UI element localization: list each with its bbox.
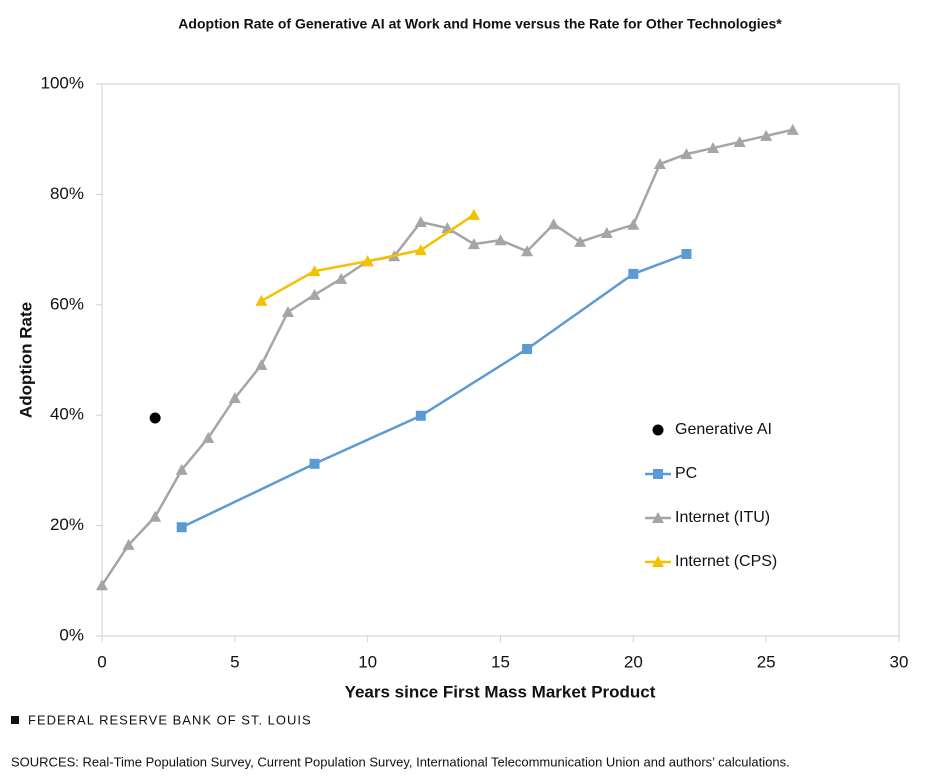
x-tick-label: 10 — [358, 652, 377, 671]
x-tick-label: 0 — [97, 652, 106, 671]
data-point — [521, 245, 534, 257]
logo-square — [11, 716, 19, 724]
y-tick-label: 60% — [50, 294, 84, 313]
legend-label: Generative AI — [675, 421, 772, 438]
y-tick-label: 0% — [59, 625, 84, 644]
legend-label: Internet (CPS) — [675, 553, 777, 570]
series-line — [181, 252, 687, 529]
data-point — [680, 148, 693, 160]
y-tick-label: 20% — [50, 515, 84, 534]
data-point — [628, 268, 639, 279]
data-point — [149, 510, 162, 522]
data-point — [681, 249, 692, 260]
data-point — [547, 218, 560, 230]
data-point — [202, 431, 215, 443]
data-point — [308, 265, 321, 277]
data-point — [414, 216, 427, 227]
data-point — [175, 463, 188, 475]
data-point — [308, 288, 321, 300]
x-tick-label: 20 — [624, 652, 643, 671]
data-point — [467, 238, 480, 250]
data-point — [733, 135, 746, 147]
data-point — [415, 410, 426, 421]
legend-marker — [652, 512, 664, 523]
data-point — [600, 227, 613, 239]
data-point — [786, 123, 799, 135]
sources: SOURCES: Real-Time Population Survey, Cu… — [11, 754, 790, 769]
y-tick-label: 100% — [41, 73, 84, 92]
legend-label: Internet (ITU) — [675, 509, 770, 526]
legend-marker — [652, 424, 664, 436]
data-point — [335, 272, 348, 284]
x-tick-label: 30 — [890, 652, 909, 671]
data-point — [467, 208, 480, 220]
data-point — [309, 458, 320, 469]
data-point — [96, 579, 108, 591]
data-point — [574, 235, 587, 247]
legend-label: PC — [675, 465, 697, 482]
data-point — [228, 392, 241, 404]
data-point — [760, 129, 773, 141]
legend-marker — [652, 556, 664, 567]
data-point — [361, 255, 374, 267]
data-point — [707, 142, 720, 154]
data-point — [255, 294, 268, 306]
y-tick-label: 80% — [50, 184, 84, 203]
x-tick-label: 15 — [491, 652, 510, 671]
x-axis-label: Years since First Mass Market Product — [345, 682, 656, 701]
data-point — [176, 522, 187, 533]
plot-frame — [101, 83, 900, 637]
data-point — [281, 305, 294, 317]
data-point — [494, 234, 507, 246]
chart-title: Adoption Rate of Generative AI at Work a… — [178, 16, 782, 32]
data-point — [255, 358, 268, 370]
x-tick-label: 5 — [230, 652, 239, 671]
data-point — [522, 343, 533, 354]
data-point — [149, 412, 161, 424]
data-point — [122, 538, 135, 550]
data-point — [653, 158, 666, 170]
data-point — [414, 244, 427, 256]
legend-marker — [653, 469, 663, 479]
y-tick-label: 40% — [50, 405, 84, 424]
y-axis-label: Adoption Rate — [16, 302, 35, 418]
data-point — [627, 218, 640, 230]
x-tick-label: 25 — [757, 652, 776, 671]
source-org: FEDERAL RESERVE BANK OF ST. LOUIS — [28, 712, 312, 727]
